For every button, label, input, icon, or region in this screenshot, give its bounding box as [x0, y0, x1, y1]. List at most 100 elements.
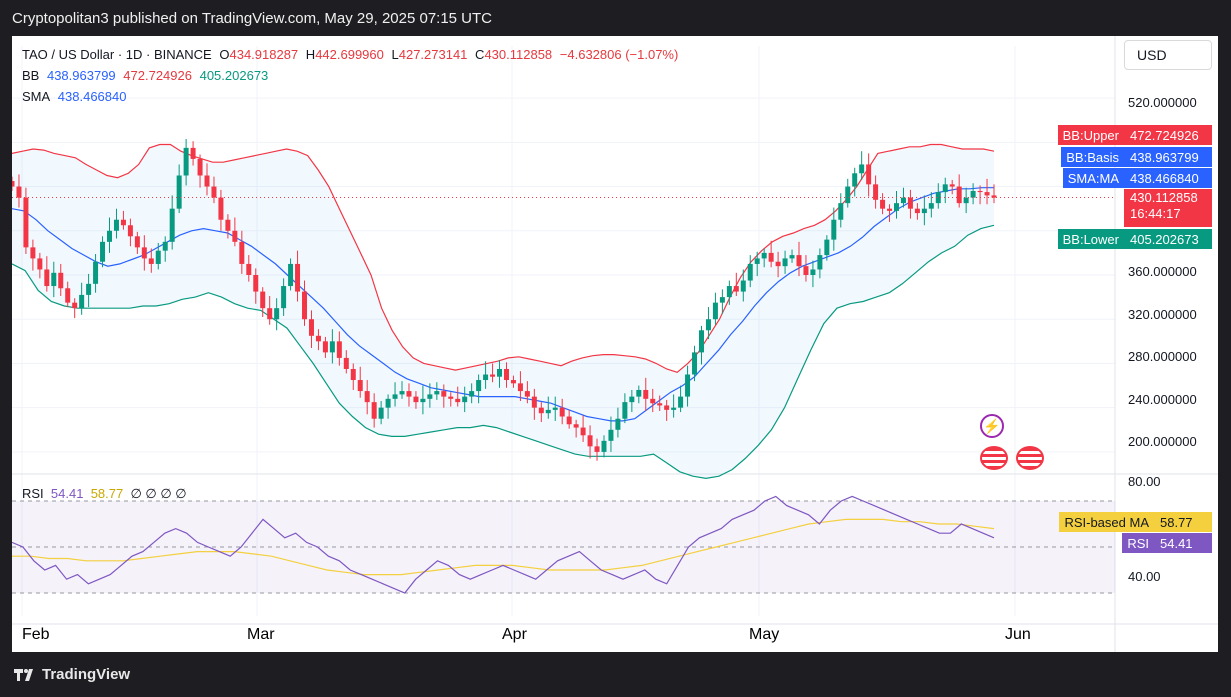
candle-body	[643, 389, 649, 399]
candle-body	[970, 190, 976, 198]
candle-body	[517, 383, 523, 392]
us-event-icon[interactable]	[1016, 446, 1044, 470]
candle-body	[977, 190, 983, 193]
candle-body	[448, 396, 454, 399]
candle-body	[490, 374, 496, 377]
candle-body	[225, 219, 231, 231]
candle-body	[685, 374, 691, 397]
candle-body	[963, 197, 969, 204]
candle-body	[524, 391, 530, 397]
candle-body	[824, 239, 830, 256]
rsi-title[interactable]: RSI	[22, 486, 44, 501]
rsi-ma-tag-label: RSI-based MA	[1064, 514, 1149, 530]
candle-body	[469, 391, 475, 397]
last-price-tag: 430.112858 16:44:17	[1124, 189, 1212, 227]
candle-body	[991, 195, 997, 198]
candle-body	[253, 275, 259, 292]
candle-body	[789, 255, 795, 259]
candle-body	[650, 398, 656, 404]
candle-body	[30, 247, 36, 259]
rsi-legend-value: 54.41	[50, 486, 84, 501]
candle-body	[538, 407, 544, 414]
rsi-tag-label: RSI	[1127, 535, 1149, 551]
candle-body	[705, 319, 711, 331]
y-tick-label: 200.000000	[1128, 434, 1197, 449]
candle-body	[984, 192, 990, 196]
sma-tag-value: 438.466840	[1124, 168, 1212, 188]
bb-basis-tag-value: 438.963799	[1124, 147, 1212, 167]
candle-body	[719, 297, 725, 303]
candle-body	[315, 335, 321, 342]
candle-body	[100, 241, 106, 262]
candle-body	[371, 402, 377, 419]
candle-body	[427, 394, 433, 399]
candle-body	[120, 219, 126, 226]
x-axis: Feb Mar Apr May Jun	[22, 626, 1112, 646]
candle-body	[12, 181, 15, 187]
candle-body	[942, 184, 948, 193]
bb-lower-tag-label: BB:Lower	[1057, 229, 1124, 249]
candle-body	[601, 440, 607, 452]
candle-body	[37, 258, 43, 270]
candle-body	[93, 261, 99, 284]
sma-tag: SMA:MA 438.466840	[1062, 168, 1212, 188]
candle-body	[928, 203, 934, 209]
candle-body	[838, 203, 844, 220]
candle-body	[907, 197, 913, 209]
candle-body	[420, 398, 426, 403]
candle-body	[510, 380, 516, 384]
currency-button[interactable]: USD	[1124, 40, 1212, 70]
bb-band-fill	[12, 144, 994, 479]
candle-body	[260, 291, 266, 309]
x-tick-label: Feb	[22, 626, 50, 643]
candle-body	[552, 407, 558, 410]
chart-canvas[interactable]	[12, 36, 1218, 652]
candle-body	[587, 435, 593, 447]
candle-body	[65, 288, 71, 303]
symbol-title[interactable]: TAO / US Dollar · 1D · BINANCE	[22, 47, 212, 62]
rsi-legend-ma: 58.77	[90, 486, 124, 501]
candle-body	[629, 396, 635, 403]
candle-body	[817, 255, 823, 270]
candle-body	[900, 197, 906, 204]
rsi-line	[12, 495, 995, 594]
bb-label[interactable]: BB	[22, 68, 40, 83]
bb-upper-line	[12, 143, 995, 373]
candle-body	[162, 241, 168, 251]
change-value: −4.632806 (−1.07%)	[559, 47, 679, 62]
lightning-icon[interactable]: ⚡	[980, 414, 1004, 438]
y-tick-label: 320.000000	[1128, 307, 1197, 322]
candle-body	[107, 230, 113, 242]
candle-body	[747, 263, 753, 281]
candle-body	[956, 186, 962, 204]
candle-body	[23, 197, 29, 248]
candle-body	[754, 258, 760, 264]
candle-body	[859, 164, 865, 174]
candle-body	[580, 427, 586, 436]
candle-body	[636, 389, 642, 397]
high-value: 442.699960	[315, 47, 384, 62]
bb-basis-tag: BB:Basis 438.963799	[1061, 147, 1212, 167]
candle-body	[190, 147, 196, 159]
candle-body	[406, 391, 412, 397]
candle-body	[559, 407, 565, 417]
candle-body	[197, 158, 203, 176]
bb-lower-tag-value: 405.202673	[1124, 229, 1212, 249]
candle-body	[79, 294, 85, 309]
candle-body	[204, 175, 210, 187]
candle-body	[183, 147, 189, 176]
brand-text: TradingView	[42, 666, 131, 683]
candle-body	[893, 203, 899, 211]
candle-body	[803, 266, 809, 275]
candle-body	[16, 186, 22, 198]
sma-label[interactable]: SMA	[22, 89, 51, 104]
candle-body	[712, 302, 718, 320]
candle-body	[503, 368, 509, 381]
candle-body	[155, 250, 161, 264]
candle-body	[141, 247, 147, 259]
candle-body	[545, 409, 551, 414]
candle-body	[336, 341, 342, 358]
us-event-icon[interactable]	[980, 446, 1008, 470]
candle-body	[72, 302, 78, 309]
bb-upper-tag-value: 472.724926	[1124, 125, 1212, 145]
